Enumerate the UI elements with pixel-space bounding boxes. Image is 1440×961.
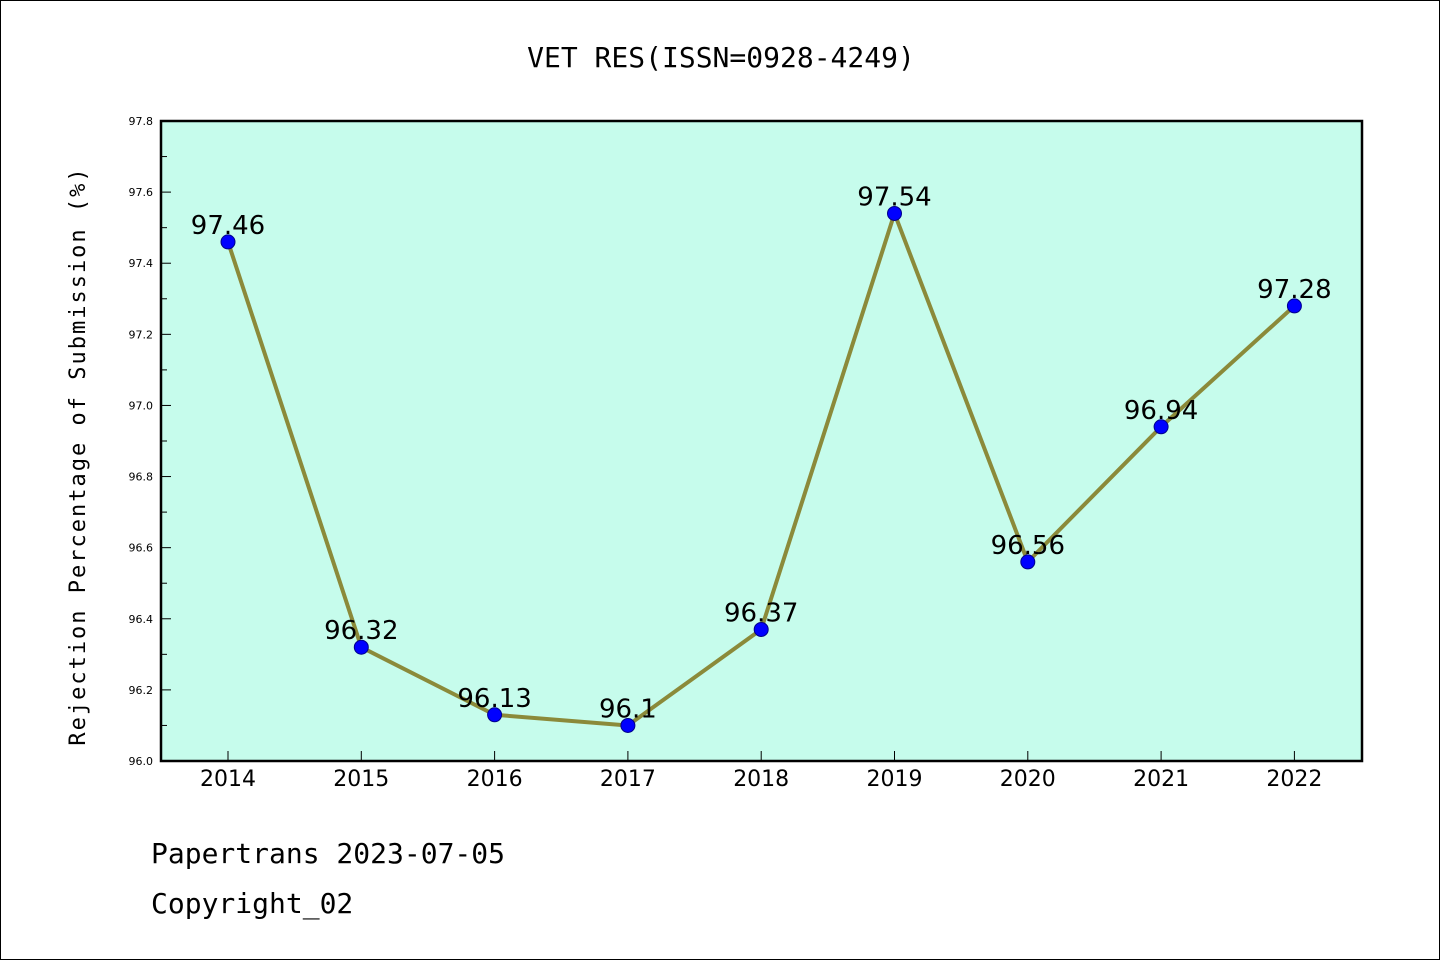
footer-copyright: Copyright_02 (151, 887, 354, 920)
data-label: 96.37 (724, 598, 798, 628)
data-point-marker (887, 205, 902, 221)
x-tick-label: 2015 (333, 767, 389, 792)
data-label: 96.1 (599, 694, 657, 724)
y-tick-label: 97.8 (129, 115, 154, 128)
data-label: 96.94 (1124, 396, 1198, 426)
y-tick-label: 96.0 (129, 755, 154, 768)
y-tick-label: 96.4 (129, 613, 154, 626)
x-tick-label: 2018 (733, 767, 789, 792)
data-label: 97.46 (191, 211, 265, 241)
data-point-marker (1020, 554, 1036, 570)
chart-title: VET RES(ISSN=0928-4249) (527, 41, 915, 74)
y-tick-label: 96.8 (129, 471, 154, 484)
x-tick-label: 2020 (1000, 767, 1056, 792)
x-tick-label: 2022 (1266, 767, 1322, 792)
y-tick-label: 96.2 (129, 684, 154, 697)
x-tick-label: 2019 (867, 767, 923, 792)
y-tick-label: 97.6 (129, 186, 154, 199)
data-point-marker (220, 234, 236, 250)
data-label: 97.54 (857, 182, 931, 212)
data-label: 96.56 (991, 531, 1065, 561)
x-tick-label: 2016 (467, 767, 523, 792)
data-label: 96.32 (324, 616, 398, 646)
x-tick-label: 2021 (1133, 767, 1189, 792)
footer-date: Papertrans 2023-07-05 (151, 837, 506, 870)
plot-border (159, 119, 1364, 763)
data-point-marker (1153, 419, 1169, 435)
x-tick-label: 2014 (200, 767, 256, 792)
data-point-marker (753, 621, 769, 637)
data-point-marker (620, 717, 636, 733)
data-labels: 97.46 96.32 96.13 96.1 96.37 97.54 96.56 96.94 9… (191, 182, 1332, 724)
data-label: 96.13 (457, 684, 531, 714)
x-tick-label: 2017 (600, 767, 656, 792)
y-axis-label: Rejection Percentage of Submission (%) (66, 166, 91, 745)
y-tick-label: 97.2 (129, 328, 154, 341)
y-axis-ticks: 96.0 96.2 96.4 96.6 96.8 97.0 97.2 97.4 97.6 97.8 (129, 115, 171, 768)
data-point-marker (353, 639, 369, 655)
y-tick-label: 97.0 (129, 399, 154, 412)
data-label: 97.28 (1257, 275, 1331, 305)
data-point-marker (1286, 298, 1302, 314)
x-axis-ticks: 2014 2015 2016 2017 2018 2019 2020 2021 2022 (200, 751, 1322, 792)
data-point-marker (487, 707, 503, 723)
plot-area (161, 121, 1362, 761)
y-tick-label: 97.4 (129, 257, 154, 270)
data-point-markers (220, 205, 1302, 733)
y-tick-label: 96.6 (129, 542, 154, 555)
